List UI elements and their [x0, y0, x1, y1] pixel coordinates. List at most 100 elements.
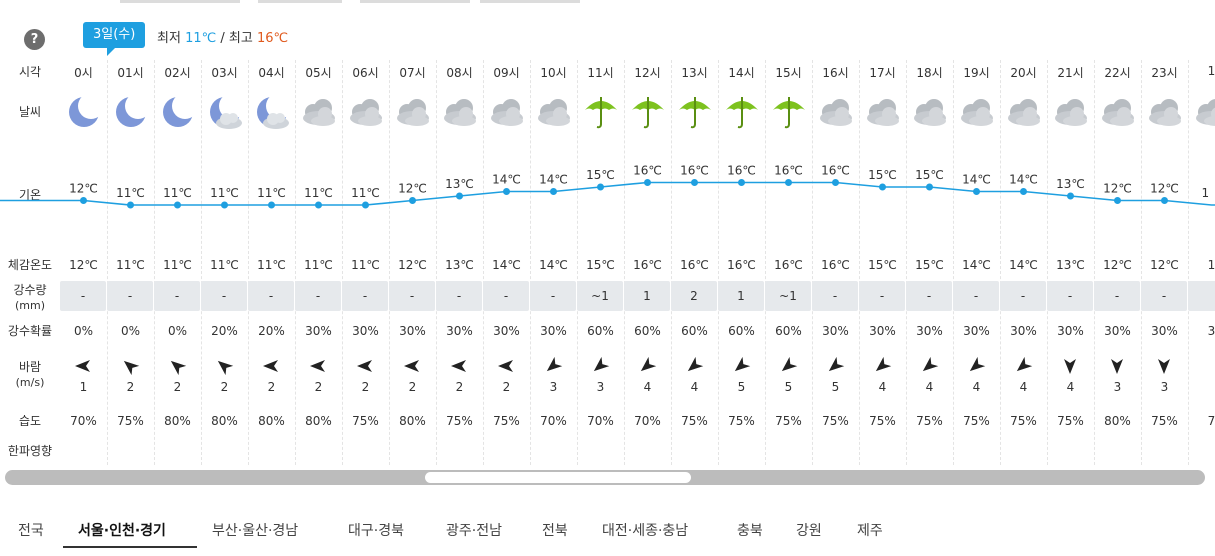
wind-speed: 3 — [1113, 380, 1122, 394]
precip-amount: - — [436, 281, 482, 311]
column-divider — [201, 60, 202, 465]
wind-speed: 3 — [549, 380, 558, 394]
hour-label: 12시 — [634, 66, 661, 80]
hour-label: 19시 — [963, 66, 990, 80]
wind-direction-icon — [119, 357, 141, 376]
moon-icon — [64, 92, 104, 132]
temp-point — [597, 183, 604, 191]
hour-column: 1 1 3 7 — [1188, 60, 1215, 460]
help-icon[interactable]: ? — [24, 29, 45, 50]
feels-like-value: 15℃ — [915, 258, 944, 272]
day-badge-label: 3일(수) — [93, 27, 136, 42]
precip-probability: 30% — [963, 324, 990, 338]
precip-amount: 2 — [671, 281, 717, 311]
hour-label: 03시 — [211, 66, 238, 80]
hour-label: 20시 — [1010, 66, 1037, 80]
column-divider — [812, 60, 813, 465]
temp-point — [691, 179, 698, 186]
precip-amount: - — [1094, 281, 1140, 311]
wind-direction-icon — [1059, 357, 1081, 375]
feels-like-value: 12℃ — [1150, 258, 1179, 272]
hour-column: 03시 11℃ - 20% 2 80% — [201, 60, 248, 460]
wind-speed: 2 — [267, 380, 276, 394]
column-divider — [624, 60, 625, 465]
hour-column: 21시 13℃ - 30% 4 75% — [1047, 60, 1094, 460]
precip-probability: 30% — [399, 324, 426, 338]
precip-probability: 3 — [1207, 324, 1215, 338]
humidity-value: 70% — [634, 414, 661, 428]
wind-speed: 4 — [972, 380, 981, 394]
region-tab[interactable]: 서울·인천·경기 — [78, 523, 166, 539]
column-divider — [154, 60, 155, 465]
wind-direction-icon — [1153, 357, 1175, 375]
row-label-cold: 한파영향 — [7, 444, 53, 458]
region-tab[interactable]: 강원 — [796, 523, 822, 539]
temp-label: 13℃ — [445, 177, 474, 191]
row-label-time: 시각 — [18, 65, 42, 79]
region-tab[interactable]: 제주 — [857, 523, 883, 539]
column-divider — [107, 60, 108, 465]
column-divider — [483, 60, 484, 465]
humidity-value: 70% — [587, 414, 614, 428]
hour-column: 10시 14℃ - 30% 3 70% — [530, 60, 577, 460]
cloud-icon — [440, 92, 480, 132]
humidity-value: 75% — [681, 414, 708, 428]
precip-amount: - — [295, 281, 341, 311]
wind-direction-icon — [871, 356, 893, 375]
feels-like-value: 11℃ — [351, 258, 380, 272]
day-badge[interactable]: 3일(수) — [83, 22, 146, 56]
hour-column: 13시 16℃ 2 60% 4 75% — [671, 60, 718, 460]
cloud-icon — [1051, 92, 1091, 132]
temp-label: 16℃ — [727, 164, 756, 178]
region-tab[interactable]: 광주·전남 — [446, 523, 502, 539]
cloud-icon — [863, 92, 903, 132]
region-tab[interactable]: 전북 — [542, 523, 568, 539]
temp-label: 16℃ — [680, 164, 709, 178]
precip-probability: 0% — [73, 324, 94, 338]
precip-amount: - — [859, 281, 905, 311]
horizontal-scrollbar[interactable] — [5, 470, 1205, 485]
min-temp: 11℃ — [185, 31, 217, 46]
cloud-icon — [1098, 92, 1138, 132]
scrollbar-thumb[interactable] — [425, 472, 691, 483]
feels-like-value: 14℃ — [962, 258, 991, 272]
temp-point — [409, 197, 416, 204]
min-label: 최저 — [157, 31, 181, 46]
region-tab[interactable]: 충북 — [737, 523, 763, 539]
wind-direction-icon — [448, 357, 470, 375]
temp-label: 12℃ — [69, 182, 98, 196]
hour-column: 14시 16℃ 1 60% 5 75% — [718, 60, 765, 460]
region-tab[interactable]: 대구·경북 — [348, 523, 404, 539]
row-label-wind-title: 바람 — [18, 360, 42, 374]
cloud-icon — [487, 92, 527, 132]
temp-point — [926, 183, 933, 191]
temp-point — [832, 179, 839, 186]
feels-like-value: 14℃ — [539, 258, 568, 272]
region-tab[interactable]: 부산·울산·경남 — [212, 523, 299, 539]
temp-point — [1020, 188, 1027, 195]
temp-point — [879, 183, 886, 191]
feels-like-value: 13℃ — [445, 258, 474, 272]
region-tab[interactable]: 전국 — [18, 523, 44, 539]
umbrella-icon — [675, 92, 715, 132]
column-divider — [389, 60, 390, 465]
temp-label: 1 — [1202, 186, 1210, 200]
wind-speed: 5 — [784, 380, 793, 394]
feels-like-value: 11℃ — [116, 258, 145, 272]
column-divider — [295, 60, 296, 465]
temp-point — [738, 179, 745, 186]
temp-label: 12℃ — [1103, 182, 1132, 196]
region-tab[interactable]: 대전·세종·충남 — [602, 523, 689, 539]
row-label-precip-title: 강수량 — [13, 283, 47, 297]
humidity-value: 75% — [1151, 414, 1178, 428]
wind-direction-icon — [824, 356, 846, 375]
wind-direction-icon — [1106, 357, 1128, 375]
moon-cloud-icon — [252, 92, 292, 132]
hour-column: 22시 12℃ - 30% 3 80% — [1094, 60, 1141, 460]
hour-label: 14시 — [728, 66, 755, 80]
temp-label: 11℃ — [304, 186, 333, 200]
feels-like-value: 11℃ — [210, 258, 239, 272]
feels-like-value: 11℃ — [304, 258, 333, 272]
precip-amount: - — [530, 281, 576, 311]
row-label-feels: 체감온도 — [7, 258, 53, 272]
